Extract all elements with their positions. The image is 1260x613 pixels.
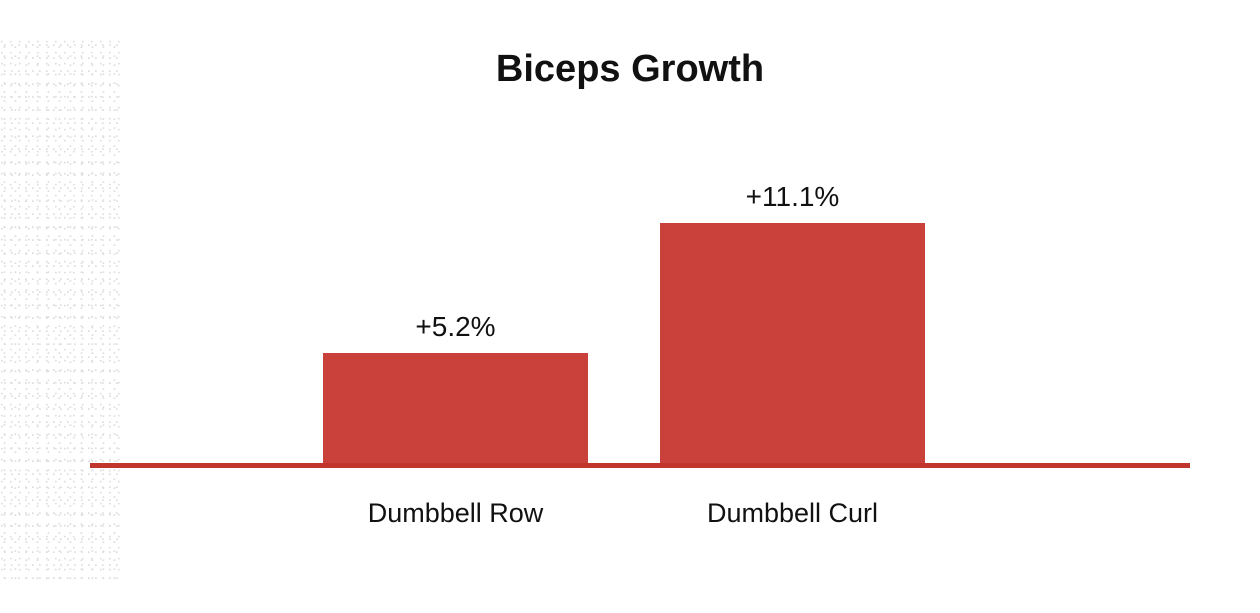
- bar-dumbbell-row: +5.2%: [323, 353, 588, 468]
- bar-value-dumbbell-curl: +11.1%: [660, 181, 925, 213]
- plot-area: +5.2% +11.1%: [90, 140, 1190, 468]
- x-axis-baseline: [90, 463, 1190, 468]
- chart-title: Biceps Growth: [0, 48, 1260, 91]
- category-label-dumbbell-curl: Dumbbell Curl: [660, 498, 925, 529]
- bar-dumbbell-curl: +11.1%: [660, 223, 925, 468]
- bar-value-dumbbell-row: +5.2%: [323, 311, 588, 343]
- biceps-growth-chart: Biceps Growth +5.2% +11.1% Dumbbell Row …: [0, 0, 1260, 613]
- category-label-dumbbell-row: Dumbbell Row: [323, 498, 588, 529]
